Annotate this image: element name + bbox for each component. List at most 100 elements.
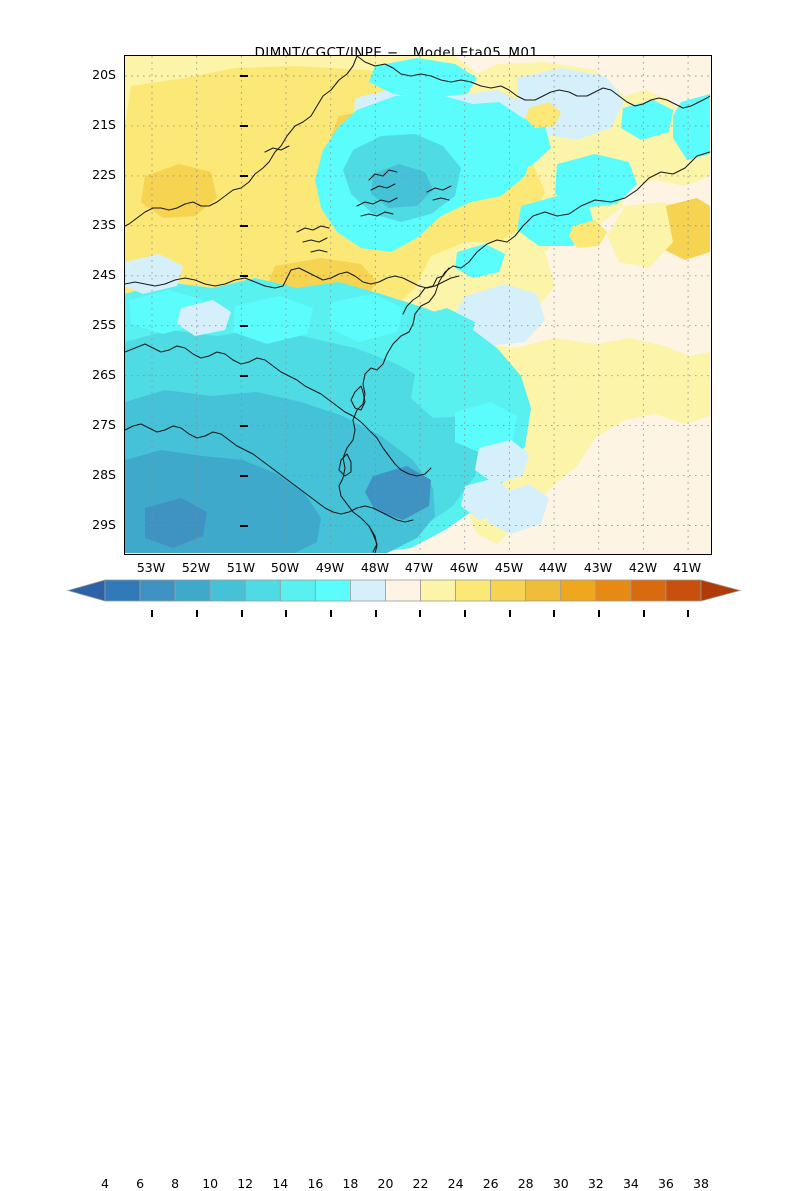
field-16-18-blob1 xyxy=(455,244,505,278)
x-tick-43W xyxy=(598,610,600,617)
field-16-18-minas-e xyxy=(477,116,551,168)
colorbar-swatch-16-18 xyxy=(314,579,351,602)
colorbar-label-18: 18 xyxy=(342,1176,359,1191)
x-axis-label-41W: 41W xyxy=(672,560,702,575)
field-8-10-core-a xyxy=(365,466,431,520)
colorbar-swatch-4-6 xyxy=(104,579,141,602)
colorbar-label-24: 24 xyxy=(447,1176,464,1191)
colorbar-label-20: 20 xyxy=(377,1176,394,1191)
x-axis-label-42W: 42W xyxy=(628,560,658,575)
colorbar-label-34: 34 xyxy=(622,1176,639,1191)
colorbar-under-arrow xyxy=(66,579,106,602)
map-plot-area xyxy=(124,55,712,617)
colorbar-swatch-28-30 xyxy=(525,579,562,602)
y-tick-24S xyxy=(240,275,248,277)
field-16-18-rio xyxy=(555,154,637,208)
y-tick-26S xyxy=(240,375,248,377)
temperature-field-svg xyxy=(125,56,710,553)
island-arc-j xyxy=(264,145,290,153)
field-14-16-speckle-c xyxy=(329,294,403,342)
temperature-map-page: DIMNT/CGCT/INPE − Model Eta05_M01_ 2 Met… xyxy=(0,45,800,1191)
colorbar-label-22: 22 xyxy=(412,1176,429,1191)
x-axis-label-49W: 49W xyxy=(315,560,345,575)
x-tick-50W xyxy=(285,610,287,617)
colorbar-label-10: 10 xyxy=(202,1176,219,1191)
island-arc-d xyxy=(370,183,396,191)
x-tick-47W xyxy=(419,610,421,617)
x-axis-label-52W: 52W xyxy=(181,560,211,575)
x-tick-42W xyxy=(643,610,645,617)
field-14-16-coast-inlet xyxy=(411,352,493,418)
colorbar-label-8: 8 xyxy=(171,1176,180,1191)
field-16-18-minas-n xyxy=(369,58,477,98)
colorbar-swatch-34-36 xyxy=(630,579,667,602)
colorbar-label-12: 12 xyxy=(237,1176,254,1191)
y-tick-21S xyxy=(240,125,248,127)
map-frame xyxy=(124,55,712,555)
colorbar-label-14: 14 xyxy=(272,1176,289,1191)
field-18-20-coast-sliver xyxy=(475,440,529,484)
x-axis-label-51W: 51W xyxy=(226,560,256,575)
y-axis-label-20S: 20S xyxy=(92,67,116,82)
y-tick-25S xyxy=(240,325,248,327)
y-tick-28S xyxy=(240,475,248,477)
colorbar-swatch-18-20 xyxy=(350,579,386,602)
colorbar-swatch-12-14 xyxy=(244,579,281,602)
x-axis-label-43W: 43W xyxy=(583,560,613,575)
x-axis-label-53W: 53W xyxy=(136,560,166,575)
x-tick-46W xyxy=(464,610,466,617)
field-16-18-speckle-d xyxy=(409,308,475,356)
colorbar-label-28: 28 xyxy=(517,1176,534,1191)
y-axis-label-23S: 23S xyxy=(92,217,116,232)
island-arc-i xyxy=(310,249,328,253)
field-12-14-mantiqueira xyxy=(371,164,433,208)
map-coastlines-and-borders xyxy=(125,56,710,553)
colorbar-label-26: 26 xyxy=(482,1176,499,1191)
field-18-20-se xyxy=(455,284,545,346)
colorbar-swatches xyxy=(104,579,702,602)
island-arc-e xyxy=(426,185,452,193)
colorbar-svg xyxy=(66,579,742,602)
island-arc-h xyxy=(302,237,328,243)
x-tick-51W xyxy=(241,610,243,617)
colorbar-swatch-26-28 xyxy=(490,579,527,602)
y-axis-label-24S: 24S xyxy=(92,267,116,282)
colorbar-swatch-20-22 xyxy=(385,579,421,602)
x-tick-48W xyxy=(375,610,377,617)
coastline-bay2 xyxy=(338,453,352,477)
colorbar-swatch-32-34 xyxy=(595,579,632,602)
border-mg-rj xyxy=(356,56,710,109)
y-tick-29S xyxy=(240,525,248,527)
map-gridlines xyxy=(125,56,710,553)
y-axis-label-27S: 27S xyxy=(92,417,116,432)
colorbar-label-38: 38 xyxy=(693,1176,709,1191)
colorbar-swatch-24-26 xyxy=(455,579,492,602)
border-pr-sc xyxy=(125,343,432,477)
x-tick-44W xyxy=(553,610,555,617)
x-axis-label-50W: 50W xyxy=(270,560,300,575)
y-tick-23S xyxy=(240,225,248,227)
field-16-18-coast-inlet2 xyxy=(455,402,517,454)
x-tick-52W xyxy=(196,610,198,617)
colorbar-label-4: 4 xyxy=(101,1176,109,1191)
field-18-20-speckle-f xyxy=(125,254,183,294)
field-22-24-dot-a xyxy=(525,102,561,128)
colorbar-swatch-22-24 xyxy=(420,579,456,602)
colorbar-swatch-6-8 xyxy=(139,579,176,602)
field-14-16-speckle-b xyxy=(233,296,313,344)
colorbar-label-32: 32 xyxy=(587,1176,604,1191)
island-arc-b xyxy=(360,211,394,217)
colorbar-label-16: 16 xyxy=(307,1176,324,1191)
field-8-10-core-b xyxy=(145,498,207,548)
x-tick-45W xyxy=(509,610,511,617)
y-axis-label-29S: 29S xyxy=(92,517,116,532)
y-tick-20S xyxy=(240,75,248,77)
colorbar: 4 6 8 10 12 14 16 18 20 22 24 26 28 30 3… xyxy=(0,578,800,1191)
colorbar-over-arrow xyxy=(700,579,742,602)
x-axis-label-44W: 44W xyxy=(538,560,568,575)
colorbar-swatch-14-16 xyxy=(279,579,316,602)
y-axis-label-28S: 28S xyxy=(92,467,116,482)
x-tick-49W xyxy=(330,610,332,617)
x-axis-label-48W: 48W xyxy=(360,560,390,575)
island-arc-f xyxy=(432,197,450,201)
